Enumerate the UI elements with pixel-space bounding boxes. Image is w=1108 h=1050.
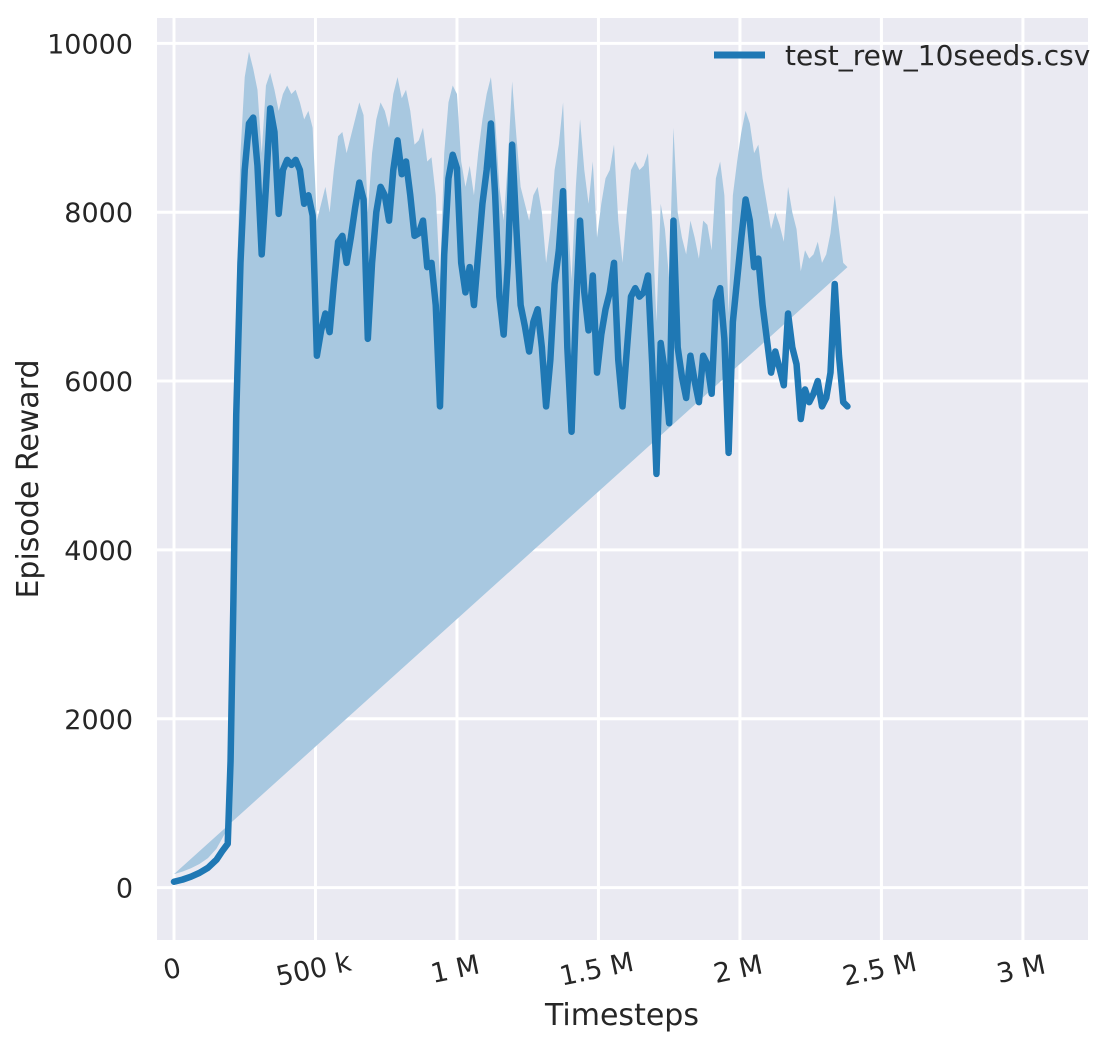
y-tick-label-4: 8000 <box>64 198 133 229</box>
x-axis-title: Timesteps <box>544 998 699 1033</box>
y-tick-label-1: 2000 <box>64 705 133 736</box>
y-tick-labels: 0 2000 4000 6000 8000 10000 <box>47 29 133 904</box>
y-tick-label-5: 10000 <box>47 29 133 60</box>
y-tick-label-3: 6000 <box>64 367 133 398</box>
y-tick-label-0: 0 <box>116 874 133 905</box>
legend-entry-label: test_rew_10seeds.csv <box>785 39 1090 72</box>
x-tick-label-0: 0 <box>161 953 184 987</box>
chart-legend[interactable]: test_rew_10seeds.csv <box>714 39 1090 72</box>
confidence-band <box>173 51 848 875</box>
y-axis-title: Episode Reward <box>11 359 46 598</box>
mean-line <box>170 105 851 885</box>
y-tick-label-2: 4000 <box>64 536 133 567</box>
